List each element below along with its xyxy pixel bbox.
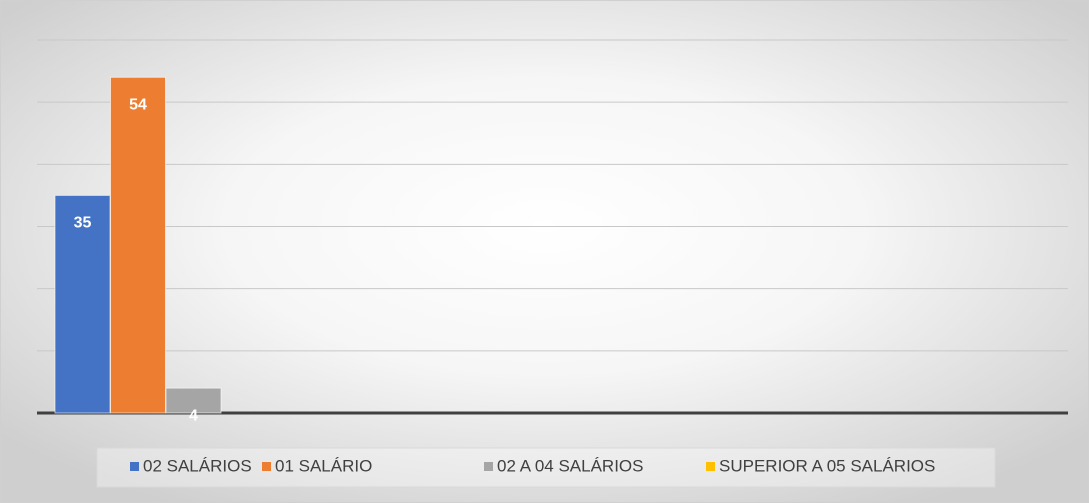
legend-label: 01 SALÁRIO <box>275 456 372 475</box>
bar <box>110 76 166 414</box>
legend-swatch <box>130 462 139 471</box>
legend-box <box>96 447 996 488</box>
bar <box>165 387 222 414</box>
legend-swatch <box>262 462 271 471</box>
legend-label: SUPERIOR A 05 SALÁRIOS <box>719 456 935 475</box>
legend-label: 02 SALÁRIOS <box>143 456 252 475</box>
data-label: 35 <box>74 215 92 232</box>
data-label: 54 <box>129 97 147 114</box>
legend-swatch <box>706 462 715 471</box>
legend-label: 02 A 04 SALÁRIOS <box>497 456 643 475</box>
data-label: 4 <box>189 407 198 424</box>
legend-swatch <box>484 462 493 471</box>
bar <box>54 194 111 414</box>
